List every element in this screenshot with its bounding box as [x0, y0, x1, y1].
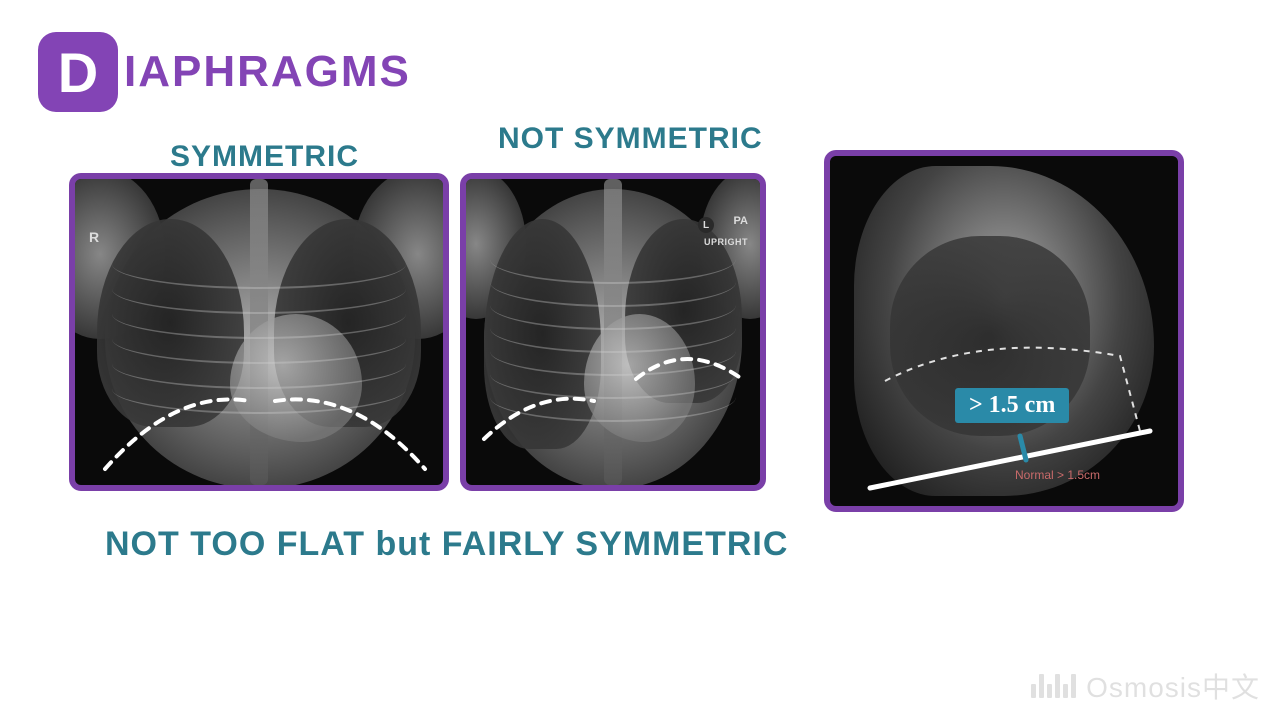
bottom-caption: NOT TOO FLAT but FAIRLY SYMMETRIC [105, 525, 788, 564]
bilibili-icon [1031, 674, 1076, 698]
label-not-symmetric: NOT SYMMETRIC [498, 122, 763, 156]
marker-pa: PA [734, 215, 748, 227]
xray-panel-not-symmetric: L PA UPRIGHT [460, 173, 766, 491]
xray-image-not-symmetric: L PA UPRIGHT [466, 179, 760, 485]
page-title: D IAPHRAGMS [38, 32, 411, 112]
bottom-part3: FAIRLY SYMMETRIC [431, 525, 788, 563]
title-rest: IAPHRAGMS [124, 47, 411, 97]
marker-upright: UPRIGHT [704, 237, 748, 247]
measurement-badge: > 1.5 cm [955, 388, 1069, 423]
xray-panel-symmetric: R [69, 173, 449, 491]
watermark-text: Osmosis中文 [1086, 666, 1260, 706]
xray-image-lateral: > 1.5 cm Normal > 1.5cm [830, 156, 1178, 506]
bottom-part2: but [376, 525, 432, 563]
normal-label: Normal > 1.5cm [1015, 468, 1100, 482]
bottom-part1: NOT TOO FLAT [105, 525, 376, 563]
side-marker-r: R [89, 229, 99, 245]
side-marker-l: L [698, 217, 714, 233]
title-badge: D [38, 32, 118, 112]
watermark: Osmosis中文 [1031, 666, 1260, 706]
xray-panel-lateral: > 1.5 cm Normal > 1.5cm [824, 150, 1184, 512]
xray-image-symmetric: R [75, 179, 443, 485]
label-symmetric: SYMMETRIC [170, 140, 359, 174]
lateral-annotations [830, 156, 1178, 506]
